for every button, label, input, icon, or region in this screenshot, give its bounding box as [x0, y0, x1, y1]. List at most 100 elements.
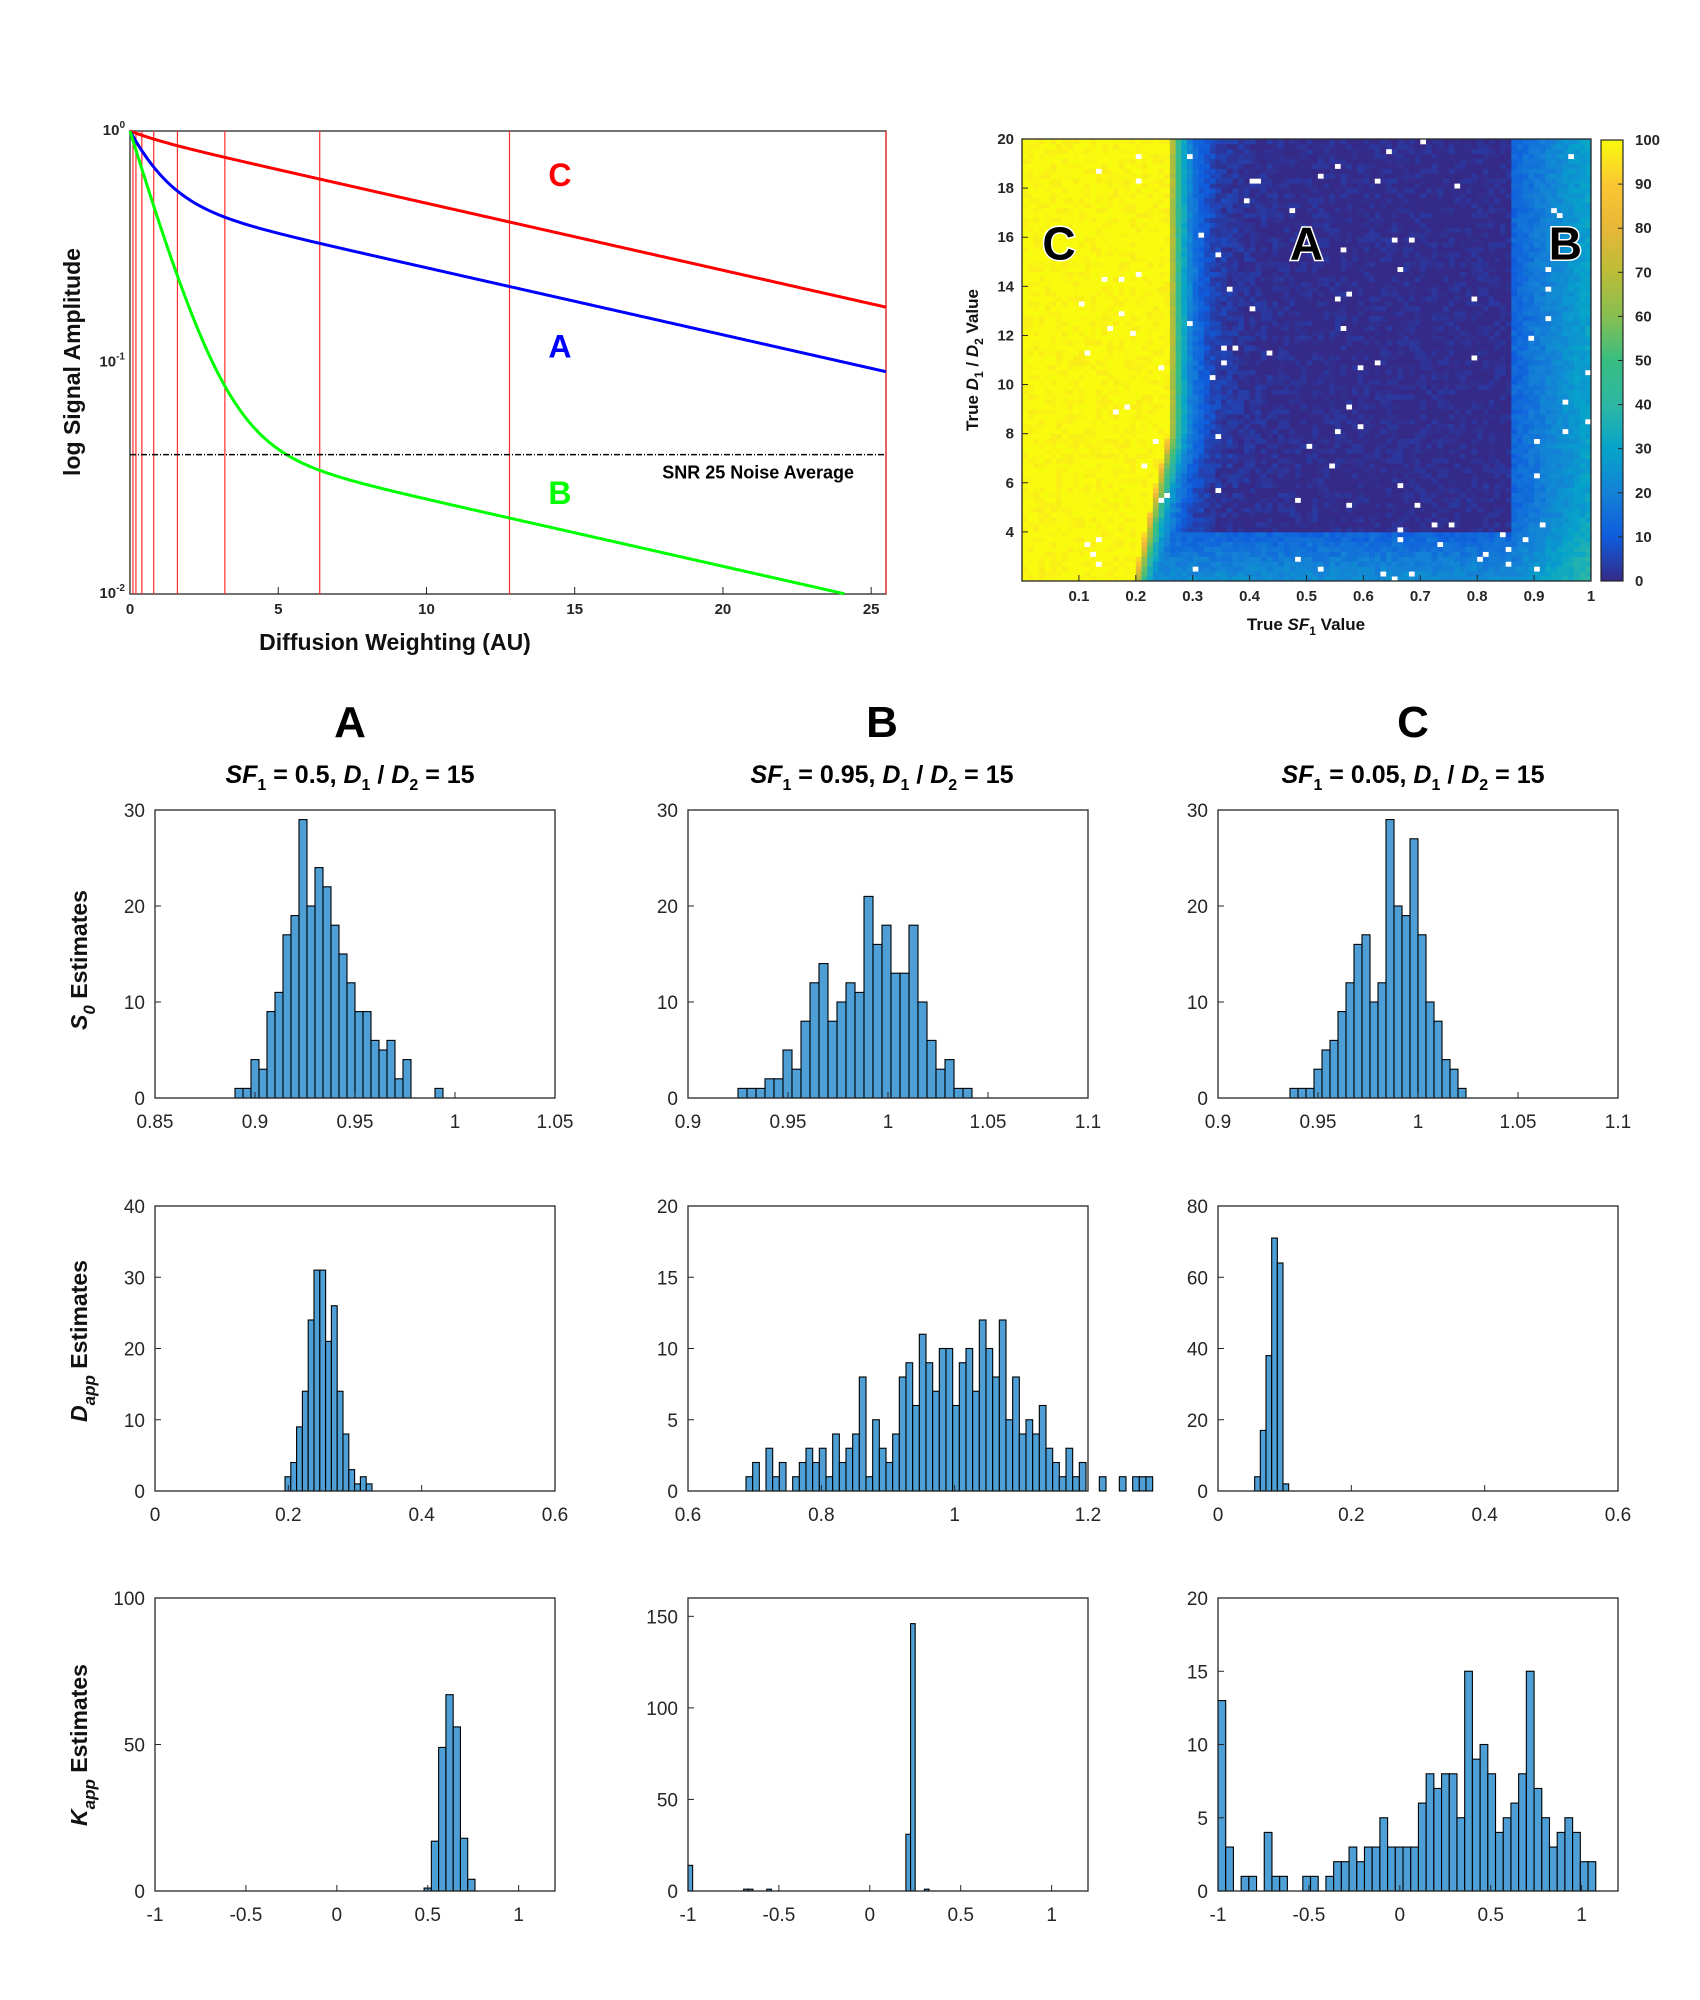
heatmap-cell	[1374, 482, 1381, 489]
heatmap-cell	[1471, 502, 1478, 508]
heatmap-cell	[1414, 551, 1421, 557]
heatmap-cell	[1380, 315, 1387, 322]
heatmap-cell	[1482, 428, 1489, 435]
heatmap-cell	[1528, 325, 1535, 331]
heatmap-cell	[1374, 517, 1398, 523]
heatmap-cell	[1158, 428, 1165, 435]
heatmap-cell	[1454, 360, 1461, 366]
heatmap-cell	[1215, 394, 1222, 400]
heatmap-cell	[1477, 438, 1484, 444]
heatmap-cell	[1556, 443, 1563, 449]
heatmap-cell	[1266, 551, 1273, 557]
heatmap-cell	[1192, 497, 1199, 503]
heatmap-cell	[1306, 541, 1313, 548]
heatmap-cell	[1465, 345, 1472, 351]
heatmap-cell	[1494, 369, 1501, 376]
heatmap-cell	[1477, 418, 1484, 425]
heatmap-cell	[1505, 477, 1512, 484]
heatmap-cell	[1448, 546, 1455, 552]
heatmap-cell	[1027, 414, 1034, 420]
heatmap-cell	[1022, 531, 1051, 538]
heatmap-cell	[1448, 389, 1455, 395]
heatmap-cell	[1164, 546, 1171, 552]
heatmap-cell	[1101, 374, 1108, 381]
heatmap-cell	[1101, 551, 1120, 557]
heatmap-cell	[1517, 310, 1524, 317]
heatmap-cell	[1517, 556, 1524, 562]
heatmap-cell	[1334, 418, 1342, 425]
heatmap-cell	[1386, 394, 1393, 400]
heatmap-cell	[1232, 536, 1239, 543]
heatmap-cell	[1317, 350, 1359, 356]
heatmap-cell	[1272, 468, 1279, 474]
heatmap-cell	[1135, 576, 1142, 582]
heatmap-cell	[1130, 438, 1137, 444]
heatmap-cell	[1340, 512, 1347, 518]
heatmap-cell	[1431, 517, 1438, 523]
heatmap-cell	[1323, 355, 1330, 361]
heatmap-cell	[1369, 414, 1376, 420]
heatmap-cell	[1226, 428, 1233, 435]
heatmap-cell	[1528, 414, 1535, 420]
heatmap-cell	[1078, 414, 1085, 420]
heatmap-cell	[1494, 340, 1501, 346]
heatmap-cell	[1238, 502, 1256, 508]
heatmap-cell	[1044, 502, 1057, 508]
heatmap-cell	[1135, 418, 1142, 425]
heatmap-cell	[1266, 458, 1279, 464]
heatmap-cell	[1386, 541, 1393, 548]
heatmap-cell	[1488, 409, 1512, 415]
heatmap-cell	[1494, 374, 1501, 381]
heatmap-cell	[1539, 409, 1546, 415]
heatmap-cell	[1164, 571, 1171, 577]
heatmap-cell	[1260, 310, 1268, 317]
heatmap-cell	[1551, 409, 1558, 415]
heatmap-cell	[1551, 492, 1558, 498]
heatmap-cell	[1517, 487, 1524, 493]
heatmap-cell	[1078, 531, 1085, 538]
heatmap-cell	[1329, 546, 1336, 552]
heatmap-cell	[1113, 325, 1131, 331]
heatmap-cell	[1357, 561, 1364, 567]
heatmap-cell	[1050, 409, 1057, 415]
heatmap-cell	[1306, 453, 1313, 459]
heatmap-cell	[1090, 428, 1097, 435]
heatmap-cell	[1460, 310, 1467, 317]
heatmap-cell	[1545, 374, 1552, 381]
heatmap-cell	[1027, 571, 1034, 577]
heatmap-cell	[1517, 399, 1524, 405]
heatmap-cell	[1124, 438, 1131, 444]
heatmap-cell	[1556, 379, 1563, 385]
heatmap-cell	[1534, 536, 1541, 543]
heatmap-cell	[1272, 389, 1279, 395]
heatmap-cell	[1528, 360, 1535, 366]
heatmap-cell	[1090, 541, 1097, 548]
heatmap-cell	[1078, 291, 1085, 297]
heatmap-cell	[1465, 546, 1472, 552]
heatmap-cell	[1232, 571, 1239, 577]
heatmap-cell	[1187, 369, 1194, 376]
heatmap-cell	[1505, 463, 1512, 469]
heatmap-cell	[1260, 360, 1279, 366]
heatmap-cell	[1255, 561, 1262, 567]
heatmap-cell	[1107, 340, 1114, 346]
heatmap-cell	[1209, 394, 1216, 400]
heatmap-cell	[1306, 556, 1313, 562]
heatmap-cell	[1340, 296, 1347, 302]
heatmap-cell	[1181, 418, 1188, 425]
heatmap-cell	[1346, 433, 1359, 439]
heatmap-cell	[1568, 414, 1575, 420]
heatmap-cell	[1221, 335, 1228, 341]
heatmap-cell	[1169, 374, 1177, 381]
heatmap-cell	[1585, 418, 1592, 425]
heatmap-cell	[1585, 512, 1592, 518]
heatmap-cell	[1556, 345, 1563, 351]
heatmap-cell	[1238, 468, 1245, 474]
heatmap-cell	[1551, 531, 1558, 538]
heatmap-cell	[1499, 305, 1507, 312]
heatmap-cell	[1056, 531, 1063, 538]
heatmap-cell	[1334, 404, 1342, 410]
heatmap-cell	[1568, 463, 1575, 469]
heatmap-cell	[1033, 389, 1046, 395]
heatmap-cell	[1175, 325, 1182, 331]
